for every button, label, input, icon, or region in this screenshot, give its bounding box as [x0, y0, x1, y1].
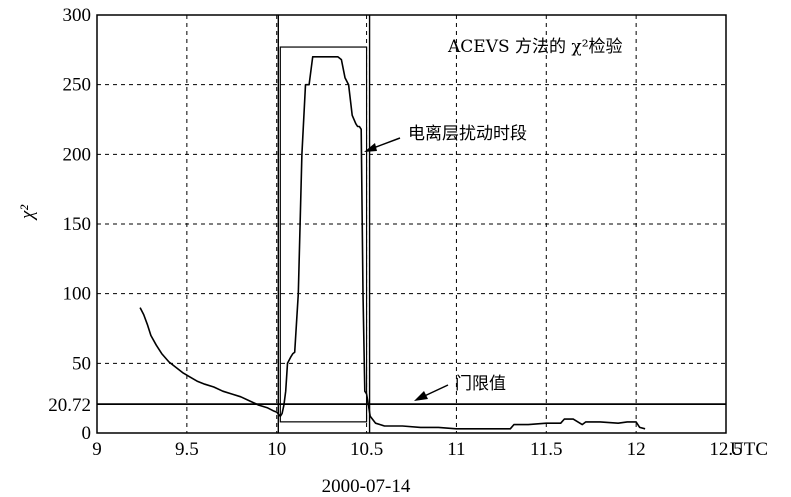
x-tick-label-4: 11	[447, 439, 465, 460]
y-tick-label-2: 100	[63, 284, 92, 305]
chart-title: ACEVS 方法的 χ²检验	[447, 37, 623, 57]
y-tick-label-3: 150	[63, 214, 92, 235]
y-tick-label-4: 200	[63, 144, 92, 165]
y-tick-label-5: 250	[63, 75, 92, 96]
x-tick-label-3: 10.5	[350, 439, 383, 460]
x-tick-label-7: 12.5	[709, 439, 742, 460]
y-tick-label-1: 50	[72, 353, 91, 374]
plot-frame	[96, 14, 727, 434]
disturbance-window-box	[279, 46, 368, 423]
threshold-tick-label: 20.72	[48, 395, 91, 416]
threshold-arrowhead	[414, 391, 428, 401]
x-tick-label-6: 12	[627, 439, 646, 460]
disturbance-window-arrowhead	[364, 143, 377, 152]
y-tick-label-0: 0	[82, 423, 92, 444]
x-tick-label-0: 9	[92, 439, 102, 460]
x-unit-label: UTC	[730, 439, 768, 460]
x-tick-label-1: 9.5	[175, 439, 199, 460]
threshold-label: 门限值	[455, 374, 506, 394]
x-axis-label: 2000-07-14	[322, 476, 411, 497]
y-axis-label: χ²	[17, 205, 38, 221]
x-tick-label-5: 11.5	[530, 439, 563, 460]
x-tick-labels: 9 9.5 10 10.5 11 11.5 12 12.5	[92, 439, 742, 460]
disturbance-window-label: 电离层扰动时段	[408, 124, 527, 144]
x-tick-label-2: 10	[267, 439, 286, 460]
grid-lines	[97, 15, 726, 433]
y-tick-label-6: 300	[63, 5, 92, 26]
chi-square-series-line	[139, 56, 646, 430]
y-tick-labels: 0 50 100 150 200 250 300	[63, 5, 92, 444]
